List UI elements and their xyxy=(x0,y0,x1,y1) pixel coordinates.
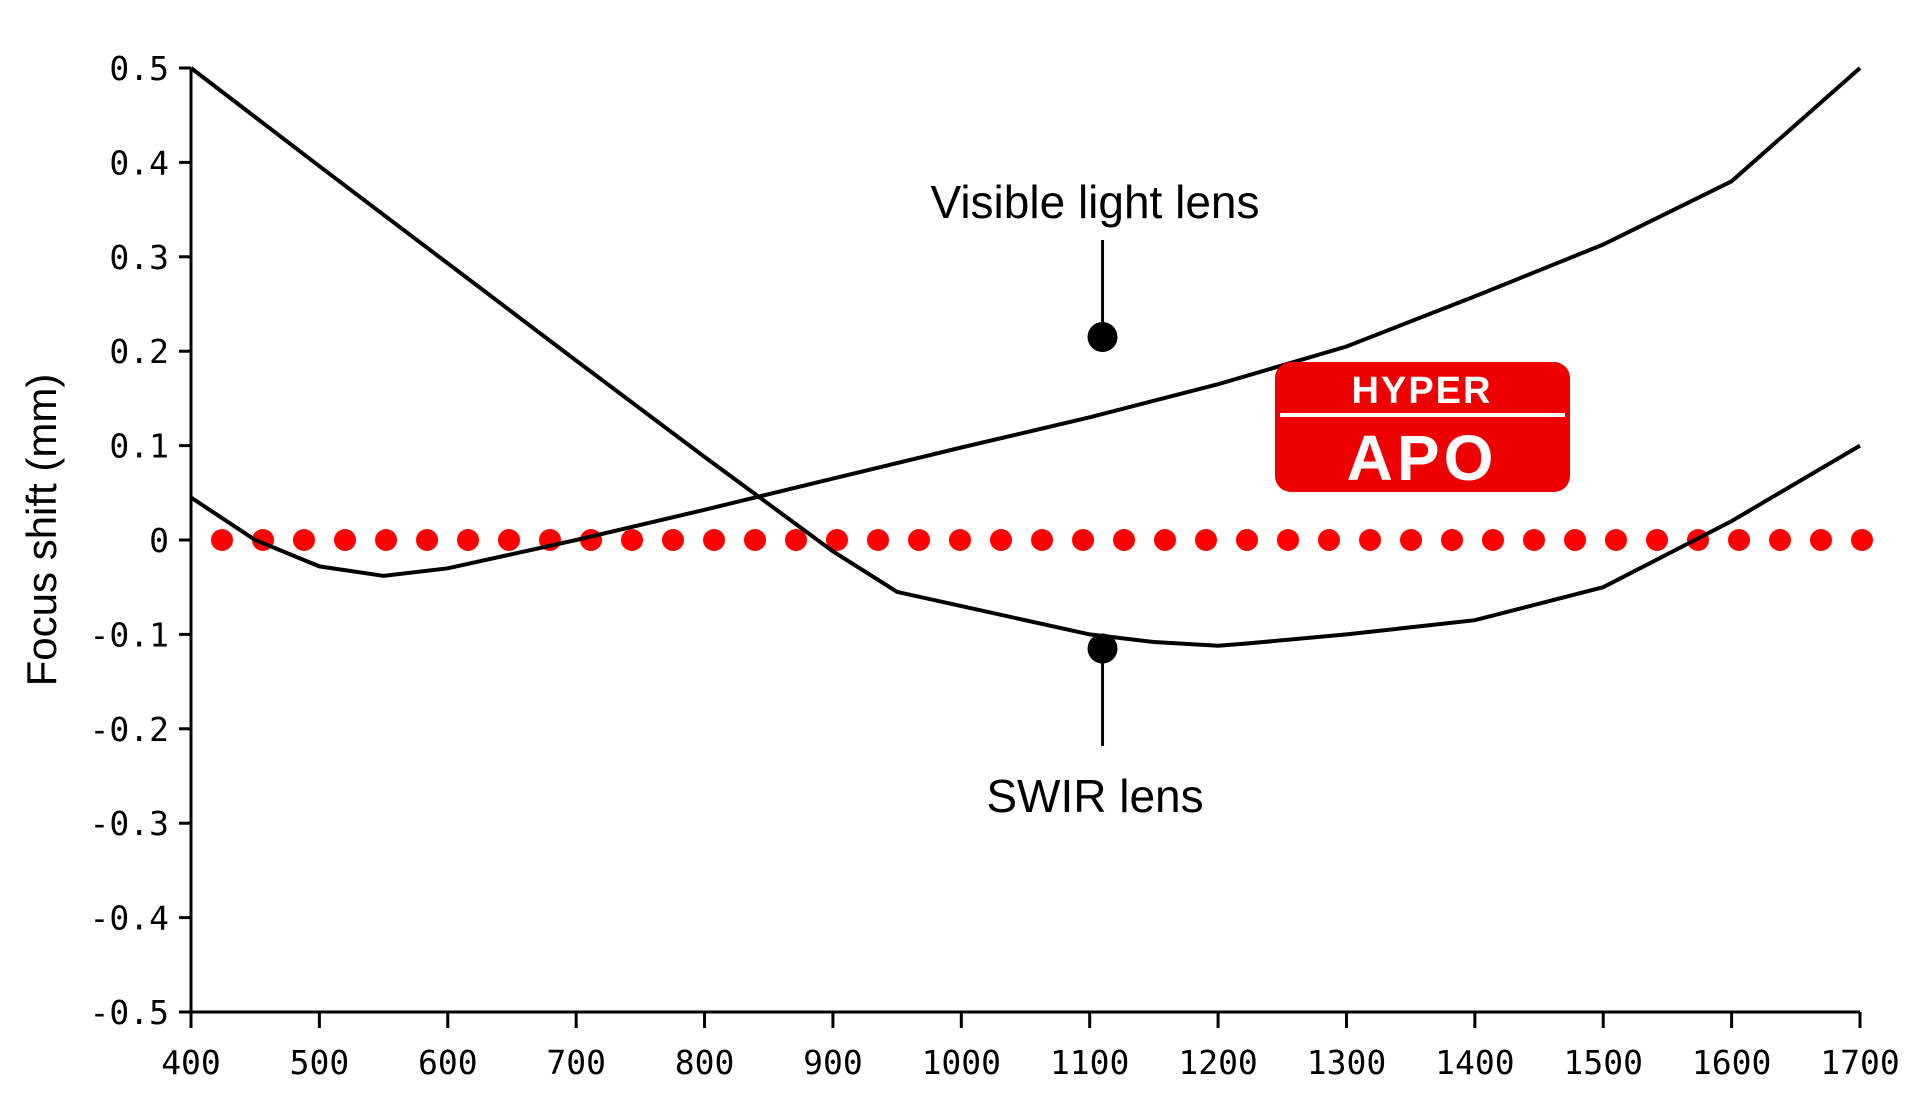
zero-line-dot xyxy=(375,529,397,551)
swir-lens-marker xyxy=(1087,633,1118,664)
zero-line-dot xyxy=(1031,529,1053,551)
zero-line-dot xyxy=(703,529,725,551)
hyper-apo-logo: HYPER APO xyxy=(1275,362,1570,494)
logo-apo-text: APO xyxy=(1347,422,1498,494)
zero-line-dot xyxy=(1523,529,1545,551)
zero-line-dot xyxy=(1769,529,1791,551)
zero-line-dot xyxy=(211,529,233,551)
x-tick-label: 1100 xyxy=(1050,1043,1129,1082)
zero-line-dot xyxy=(908,529,930,551)
x-tick-label: 1000 xyxy=(922,1043,1001,1082)
x-tick-label: 500 xyxy=(290,1043,350,1082)
x-tick-label: 1400 xyxy=(1435,1043,1514,1082)
y-axis-title: Focus shift (mm) xyxy=(18,374,65,687)
zero-line-dot xyxy=(293,529,315,551)
y-tick-label: 0.5 xyxy=(109,49,169,88)
zero-line-dot xyxy=(662,529,684,551)
x-tick-label: 400 xyxy=(161,1043,221,1082)
zero-line-dot xyxy=(990,529,1012,551)
zero-line-dot xyxy=(334,529,356,551)
zero-line-dot xyxy=(416,529,438,551)
x-tick-label: 800 xyxy=(675,1043,735,1082)
x-tick-label: 1200 xyxy=(1178,1043,1257,1082)
x-tick-label: 1700 xyxy=(1820,1043,1899,1082)
zero-line-dot xyxy=(867,529,889,551)
zero-line-dot xyxy=(498,529,520,551)
y-tick-label: 0.1 xyxy=(109,427,169,466)
y-tick-label: 0.2 xyxy=(109,332,169,371)
y-tick-label: 0 xyxy=(149,521,169,560)
zero-line-dot xyxy=(1400,529,1422,551)
zero-line-dot xyxy=(1810,529,1832,551)
y-tick-label: -0.2 xyxy=(90,710,169,749)
y-tick-label: 0.4 xyxy=(109,143,169,182)
zero-line-dot xyxy=(1646,529,1668,551)
x-tick-label: 1600 xyxy=(1692,1043,1771,1082)
y-axis-ticks: 0.5 0.4 0.3 0.2 0.1 0 -0.1 -0.2 -0.3 -0.4 -0.5 xyxy=(90,49,191,1032)
zero-line-dot xyxy=(1482,529,1504,551)
y-tick-label: -0.3 xyxy=(90,804,169,843)
zero-line-dot xyxy=(744,529,766,551)
zero-line-dot xyxy=(1564,529,1586,551)
zero-line-dot xyxy=(1154,529,1176,551)
zero-line-dot xyxy=(785,529,807,551)
zero-line-dot xyxy=(1195,529,1217,551)
swir-lens-line xyxy=(189,66,1862,578)
y-tick-label: -0.5 xyxy=(90,993,169,1032)
zero-line-dot xyxy=(1851,529,1873,551)
zero-line-dot xyxy=(621,529,643,551)
zero-line-dot xyxy=(1113,529,1135,551)
visible-light-lens-marker xyxy=(1087,322,1118,353)
zero-line-dot xyxy=(457,529,479,551)
zero-line-dot xyxy=(1236,529,1258,551)
x-tick-label: 1300 xyxy=(1307,1043,1386,1082)
zero-line-dot xyxy=(1072,529,1094,551)
zero-reference-dotted-line xyxy=(211,529,1873,551)
logo-badge xyxy=(1275,362,1570,492)
visible-light-lens-label: Visible light lens xyxy=(930,176,1259,228)
zero-line-dot xyxy=(1605,529,1627,551)
visible-light-lens-line xyxy=(189,66,1862,648)
x-axis-ticks: 400 500 600 700 800 900 1000 1100 1200 1300 1400 15… xyxy=(161,1012,1900,1082)
x-tick-label: 1500 xyxy=(1563,1043,1642,1082)
zero-line-dot xyxy=(1318,529,1340,551)
zero-line-dot xyxy=(826,529,848,551)
x-tick-label: 600 xyxy=(418,1043,478,1082)
y-tick-label: -0.4 xyxy=(90,899,169,938)
logo-hyper-text: HYPER xyxy=(1352,370,1493,412)
x-tick-label: 700 xyxy=(546,1043,606,1082)
x-tick-label: 900 xyxy=(803,1043,863,1082)
zero-line-dot xyxy=(1277,529,1299,551)
zero-line-dot xyxy=(1359,529,1381,551)
y-tick-label: -0.1 xyxy=(90,615,169,654)
swir-lens-label: SWIR lens xyxy=(986,770,1203,822)
series-annotations: Visible light lens SWIR lens xyxy=(930,176,1259,822)
zero-line-dot xyxy=(1728,529,1750,551)
zero-line-dot xyxy=(949,529,971,551)
y-tick-label: 0.3 xyxy=(109,238,169,277)
zero-line-dot xyxy=(1441,529,1463,551)
